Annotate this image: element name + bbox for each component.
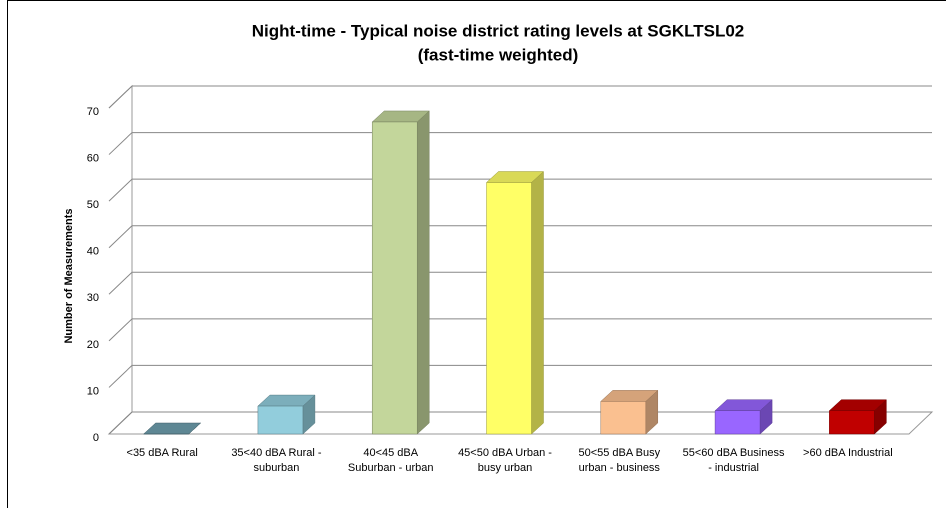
y-tick-label: 20 xyxy=(87,339,99,351)
x-tick-label: 55<60 dBA Business - industrial xyxy=(682,447,785,474)
x-tick-label: 50<55 dBA Busy urban - business xyxy=(578,447,661,474)
x-tick-label: 35<40 dBA Rural - suburban xyxy=(231,447,322,474)
x-tick-label: 45<50 dBA Urban - busy urban xyxy=(458,447,552,474)
bar xyxy=(371,110,430,435)
chart-subtitle: (fast-time weighted) xyxy=(418,45,579,64)
chart-frame: Night-time - Typical noise district rati… xyxy=(7,0,946,508)
grid-line xyxy=(108,318,932,342)
grid-line xyxy=(108,364,932,388)
grid-line xyxy=(108,178,932,202)
y-tick-label: 40 xyxy=(87,246,99,258)
grid-line xyxy=(108,411,932,435)
x-tick-label: <35 dBA Rural xyxy=(126,447,198,459)
bar xyxy=(485,170,545,435)
bar xyxy=(143,422,202,435)
bar-face xyxy=(829,410,875,435)
y-tick-label: 10 xyxy=(87,385,99,397)
y-axis-label: Number of Measurements xyxy=(63,208,75,343)
bar xyxy=(257,394,316,435)
bar-face xyxy=(531,170,544,435)
y-tick-label: 0 xyxy=(93,432,99,444)
grid-line xyxy=(108,85,932,109)
bar-face xyxy=(600,401,647,435)
bar-face xyxy=(143,422,202,435)
chart-title: Night-time - Typical noise district rati… xyxy=(252,21,744,40)
bar-face xyxy=(257,405,304,435)
y-tick-label: 60 xyxy=(87,152,99,164)
x-tick-label: >60 dBA Industrial xyxy=(803,447,893,459)
y-tick-label: 30 xyxy=(87,292,99,304)
bar-face xyxy=(371,121,418,435)
side-wall xyxy=(108,84,133,435)
bar-face xyxy=(714,410,761,435)
grid-line xyxy=(108,271,932,295)
bar-face xyxy=(486,182,532,435)
bar xyxy=(714,399,773,435)
bar-face xyxy=(416,110,430,435)
bar xyxy=(828,399,887,435)
y-tick-label: 50 xyxy=(87,199,99,211)
bar xyxy=(600,389,659,435)
grid-line xyxy=(108,225,932,249)
grid-line xyxy=(108,132,932,155)
chart: Night-time - Typical noise district rati… xyxy=(63,21,934,444)
y-tick-label: 70 xyxy=(87,106,99,118)
x-tick-label: 40<45 dBA Suburban - urban xyxy=(347,447,434,474)
